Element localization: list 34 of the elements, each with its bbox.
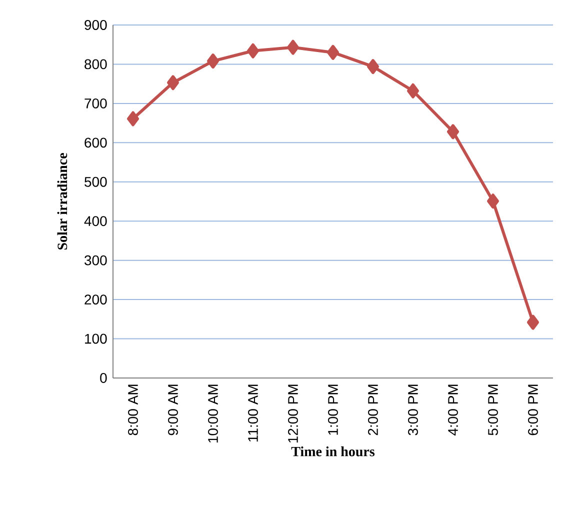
y-axis-title: Solar irradiance [57,153,68,250]
y-tick-label: 200 [84,294,107,305]
point [167,75,179,90]
point [407,83,419,98]
point [127,111,140,126]
point [447,124,459,140]
y-tick-label: 0 [100,373,107,383]
x-tick-label: 3:00 PM [408,384,418,436]
x-tick-label: 11:00 AM [248,384,258,442]
x-tick-label: 12:00 PM [288,384,298,443]
point [207,54,219,69]
x-tick-label: 9:00 AM [168,384,178,436]
y-tick-label: 500 [84,176,107,187]
x-tick-label: 1:00 PM [328,384,338,435]
x-tick-label: 10:00 AM [208,384,218,443]
y-tick-label: 400 [84,216,107,226]
y-tick-label: 700 [84,98,107,108]
x-tick-label: 6:00 PM [528,384,538,436]
y-tick-label: 600 [84,138,107,148]
point [287,40,299,55]
y-tick-label: 800 [84,59,107,70]
point [367,59,379,74]
y-tick-label: 300 [84,255,107,266]
y-tick-label: 900 [84,20,107,30]
x-axis-title: Time in hours [291,446,375,456]
point [526,314,539,330]
x-tick-label: 4:00 PM [448,384,458,436]
point [327,44,339,60]
point [247,43,259,58]
x-tick-label: 8:00 AM [128,384,138,436]
point [486,194,499,209]
x-tick-label: 5:00 PM [488,384,498,436]
y-tick-label: 100 [85,334,107,344]
x-tick-label: 2:00 PM [368,384,378,436]
